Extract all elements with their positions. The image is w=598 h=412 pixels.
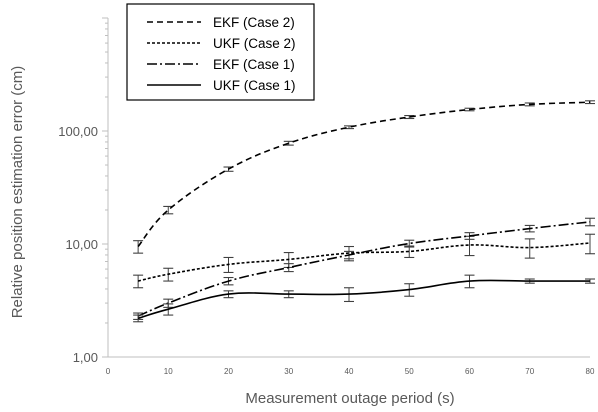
- error-bar: [524, 238, 535, 259]
- y-tick-label: 1,00: [73, 350, 98, 365]
- legend-entry: EKF (Case 2): [147, 15, 295, 30]
- x-tick-label: 10: [164, 367, 173, 376]
- y-tick-label: 100,00: [58, 124, 98, 139]
- legend-entry: UKF (Case 1): [147, 78, 296, 93]
- legend-entry: UKF (Case 2): [147, 36, 296, 51]
- error-bar: [404, 239, 415, 248]
- error-bar: [133, 314, 144, 323]
- x-axis-title: Measurement outage period (s): [245, 390, 454, 407]
- y-tick-labels: 1,00 10,00 100,00: [58, 124, 98, 365]
- series-line: [137, 221, 591, 317]
- legend-label: EKF (Case 1): [213, 57, 295, 72]
- x-tick-labels: 0 10 20 30 40 50 60 70 80: [106, 367, 595, 376]
- series-line: [137, 101, 591, 248]
- legend-label: UKF (Case 2): [213, 36, 296, 51]
- legend-label: UKF (Case 1): [213, 78, 296, 93]
- series-2: [133, 233, 595, 289]
- legend-label: EKF (Case 2): [213, 15, 295, 30]
- series-1: [133, 100, 595, 254]
- x-tick-label: 50: [405, 367, 414, 376]
- error-bar: [133, 274, 144, 289]
- y-axis: [102, 17, 109, 358]
- legend: EKF (Case 2) UKF (Case 2) EKF (Case 1) UKF …: [126, 3, 315, 101]
- legend-entry: EKF (Case 1): [147, 57, 295, 72]
- legend-box: [126, 3, 315, 101]
- error-bar: [585, 233, 595, 255]
- series-4: [133, 274, 595, 323]
- x-tick-label: 70: [525, 367, 534, 376]
- x-tick-label: 40: [345, 367, 354, 376]
- x-tick-label: 80: [586, 367, 595, 376]
- x-tick-label: 30: [284, 367, 293, 376]
- x-tick-label: 20: [224, 367, 233, 376]
- error-bar: [404, 115, 415, 120]
- series-line: [137, 279, 590, 320]
- error-bar: [585, 100, 595, 105]
- x-tick-label: 0: [106, 367, 111, 376]
- series-3: [133, 217, 595, 320]
- x-tick-label: 60: [465, 367, 474, 376]
- series-line: [137, 242, 591, 282]
- error-bar: [133, 240, 144, 254]
- plot-series: [133, 100, 595, 323]
- y-axis-title: Relative position estimation error (cm): [9, 66, 26, 319]
- y-tick-label: 10,00: [65, 237, 98, 252]
